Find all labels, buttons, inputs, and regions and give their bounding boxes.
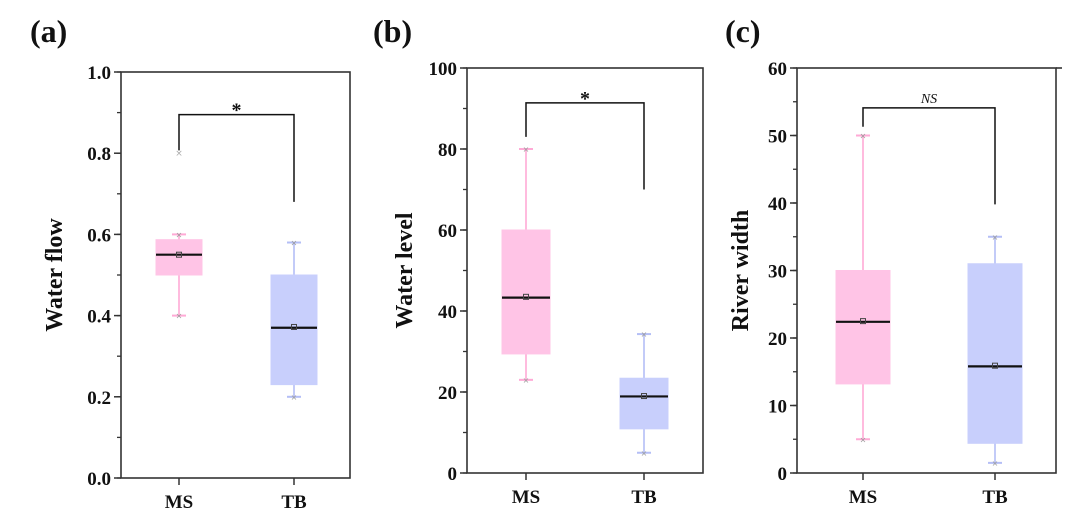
y-tick-label: 60 [438, 221, 457, 242]
box-tb: ×× [270, 239, 318, 402]
panel-label: (b) [373, 13, 412, 49]
x-tick-label: MS [165, 492, 194, 513]
mean-marker [291, 323, 297, 330]
significance-label: * [580, 88, 590, 110]
y-tick-label: 0.2 [87, 388, 111, 409]
y-tick-label: 0 [778, 464, 788, 485]
mean-marker [176, 251, 182, 258]
y-tick-label: 20 [438, 383, 457, 404]
significance-bracket [178, 113, 295, 202]
max-marker: × [176, 230, 183, 239]
y-tick-label: 100 [429, 59, 458, 80]
max-marker: × [860, 132, 867, 141]
iqr-box [619, 377, 669, 430]
min-marker: × [992, 459, 999, 468]
y-axis-title: River width [728, 210, 754, 332]
min-marker: × [291, 393, 298, 402]
significance-bracket [862, 107, 996, 205]
y-tick-label: 60 [768, 59, 787, 80]
y-tick-label: 80 [438, 140, 457, 161]
y-tick-label: 40 [438, 302, 457, 323]
y-tick-label: 50 [768, 127, 787, 148]
y-tick-label: 0 [448, 464, 458, 485]
y-tick-label: 40 [768, 194, 787, 215]
y-tick-label: 20 [768, 329, 787, 350]
y-tick-label: 10 [768, 397, 787, 418]
y-tick-label: 0.4 [87, 307, 111, 328]
iqr-box [967, 263, 1023, 444]
panel-label: (c) [725, 13, 761, 49]
max-marker: × [291, 239, 298, 248]
box-tb: ×× [967, 233, 1023, 468]
iqr-box [835, 270, 891, 385]
y-tick-label: 0.6 [87, 225, 111, 246]
outlier-point: × [175, 149, 183, 159]
panel-label: (a) [30, 13, 67, 49]
significance-label: * [232, 100, 242, 122]
min-marker: × [860, 435, 867, 444]
box-ms: ×× [501, 145, 551, 385]
max-marker: × [523, 145, 530, 154]
significance-bracket [525, 102, 645, 190]
y-axis-title: Water level [392, 212, 418, 329]
y-tick-label: 0.0 [87, 469, 111, 490]
min-marker: × [523, 376, 530, 385]
box-ms: × × × [155, 149, 203, 321]
x-tick-label: MS [849, 487, 878, 508]
mean-marker [860, 318, 866, 325]
x-tick-label: MS [512, 487, 541, 508]
box-ms: ×× [835, 132, 891, 444]
significance-label: NS [920, 92, 937, 107]
iqr-box [501, 229, 551, 355]
max-marker: × [641, 330, 648, 339]
y-tick-label: 30 [768, 262, 787, 283]
box-tb: ×× [619, 330, 669, 458]
x-tick-label: TB [982, 487, 1008, 508]
y-tick-label: 1.0 [87, 63, 111, 84]
mean-marker [523, 293, 529, 300]
max-marker: × [992, 233, 999, 242]
min-marker: × [176, 312, 183, 321]
mean-marker [641, 393, 647, 400]
x-tick-label: TB [631, 487, 657, 508]
x-tick-label: TB [281, 492, 307, 513]
mean-marker [992, 362, 998, 369]
y-axis-title: Water flow [42, 218, 68, 332]
y-tick-label: 0.8 [87, 144, 111, 165]
min-marker: × [641, 449, 648, 458]
